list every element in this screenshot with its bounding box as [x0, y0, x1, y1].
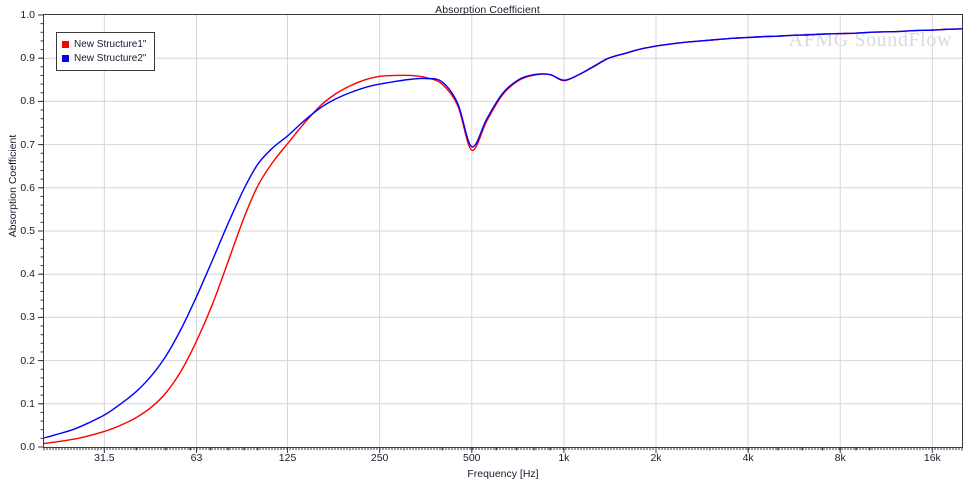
legend-swatch-series2: [62, 55, 69, 62]
chart-title: Absorption Coefficient: [435, 4, 540, 16]
y-tick-label: 0.6: [20, 181, 35, 194]
x-tick-label: 2k: [650, 452, 662, 464]
x-tick-label: 31.5: [94, 452, 115, 464]
x-tick-label: 63: [190, 452, 203, 464]
y-tick-label: 0.3: [20, 311, 35, 324]
x-tick-label: 4k: [742, 452, 754, 464]
grid-lines: [44, 15, 962, 447]
legend-swatch-series1: [62, 41, 69, 48]
legend-label-series2: New Structure2": [74, 53, 147, 64]
x-tick-label: 250: [370, 452, 389, 464]
x-tick-label: 125: [278, 452, 297, 464]
series-lines: [44, 15, 962, 447]
legend[interactable]: New Structure1" New Structure2": [56, 32, 156, 71]
y-tick-label: 0.4: [20, 268, 35, 281]
y-tick-label: 0.2: [20, 354, 35, 367]
series-line-2: [44, 29, 962, 438]
legend-item[interactable]: New Structure1": [62, 38, 146, 51]
y-tick-label: 0.9: [20, 52, 35, 65]
x-tick-label: 16k: [923, 452, 941, 464]
legend-label-series1: New Structure1": [74, 39, 147, 50]
y-tick-label: 0.1: [20, 397, 35, 410]
x-tick-label: 8k: [834, 452, 846, 464]
y-tick-label: 0.5: [20, 225, 35, 237]
plot-area: AFMG SoundFlow: [43, 14, 963, 448]
y-tick-label: 1.0: [20, 9, 35, 21]
x-tick-label: 500: [463, 452, 481, 464]
y-tick-label: 0.0: [20, 441, 35, 453]
series-line-1: [44, 29, 962, 444]
y-tick-label: 0.8: [20, 95, 35, 108]
x-tick-label: 1k: [558, 452, 570, 464]
x-axis-title: Frequency [Hz]: [467, 468, 539, 480]
legend-item[interactable]: New Structure2": [62, 52, 146, 65]
y-tick-label: 0.7: [20, 138, 35, 151]
